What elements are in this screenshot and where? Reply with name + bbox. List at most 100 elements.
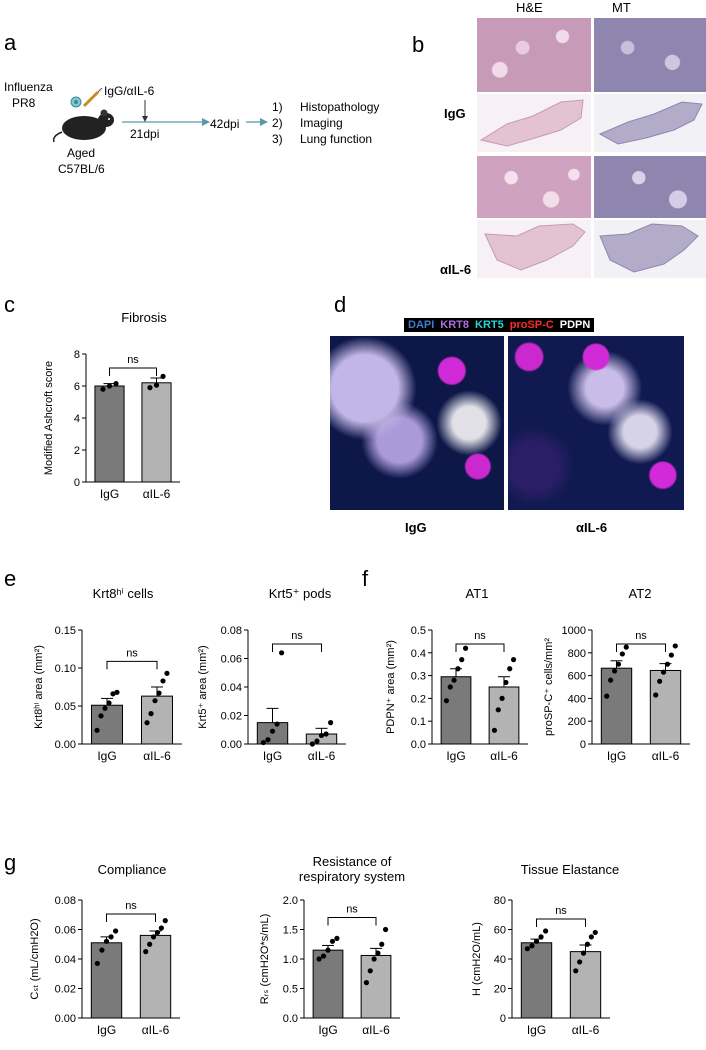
data-point [148,711,154,717]
data-point [538,934,544,940]
data-point [451,677,457,683]
y-tick-label: 0.5 [411,625,426,637]
bar [90,942,123,1019]
chart-title: AT1 [466,586,489,601]
data-point [503,679,509,686]
if-label-igg: IgG [405,520,427,535]
y-tick-label: 0.00 [55,1013,76,1025]
bar [440,676,472,745]
significance-bracket [272,643,322,652]
data-point [371,956,377,962]
at2-chart: AT2 0 200 400 600 800 1000 proSP-C⁺ cells/mm² Ig… [543,586,690,763]
x-tick-label: αIL-6 [143,487,171,501]
row-label-igg: IgG [444,106,466,121]
data-point [162,918,168,924]
data-point [584,941,591,947]
data-point [323,731,329,737]
y-tick-label: 200 [568,716,586,728]
y-tick-label: 0.04 [55,954,76,966]
data-point [615,661,622,667]
significance-label: ns [291,630,303,642]
data-point [106,700,112,706]
data-point [265,737,271,743]
data-point [147,941,153,947]
data-point [447,684,453,690]
data-point [99,947,105,953]
y-tick-label: 800 [568,648,586,660]
bar [141,695,173,745]
data-point [325,947,331,953]
channel-legend: DAPI KRT8 KRT5 proSP-C PDPN [404,318,595,332]
data-point [110,691,116,697]
data-point [316,956,322,962]
significance-label: ns [125,900,137,912]
data-point [573,968,579,974]
data-point [664,661,671,667]
data-point [158,925,164,931]
bar [569,951,602,1019]
data-point [379,941,385,947]
readout-item: 1) Histopathology [272,100,380,114]
bar [488,686,520,745]
data-point [100,386,106,392]
data-point [608,677,614,683]
data-point [164,670,170,676]
significance-label: ns [635,630,647,642]
significance-label: ns [474,630,486,642]
if-image-igg [330,336,504,510]
y-axis-label: Cₛₜ (mL/cmH2O) [29,918,41,999]
data-point [154,929,161,936]
panel-c-letter: c [4,292,15,317]
y-tick-label: 0.06 [221,654,242,666]
data-point [499,695,505,701]
mt-ail6-whole [594,220,706,278]
data-point [160,373,166,379]
significance-label: ns [346,904,358,916]
chart-title: respiratory system [299,869,405,884]
y-axis-label: Modified Ashcroft score [43,361,55,475]
significance-bracket [106,913,156,922]
y-tick-label: 0.02 [221,711,242,723]
y-tick-label: 80 [494,895,506,907]
chart-title: AT2 [629,586,652,601]
panel-d-letter: d [334,292,347,317]
elastance-chart: Tissue Elastance 0 20 40 60 80 H (cmH2O/mL) IgG… [471,862,619,1037]
x-tick-label: αIL-6 [572,1023,600,1037]
y-tick-label: 20 [494,984,506,996]
mouse-label-line1: Aged [67,146,96,160]
data-point [98,713,104,719]
row-label-ail6: αIL-6 [440,262,472,277]
y-axis-label: PDPN⁺ area (mm²) [385,640,397,734]
readout-item: 2) Imaging [272,116,343,130]
y-tick-label: 0.05 [55,701,76,713]
data-point [619,651,625,657]
x-tick-label: IgG [446,749,465,763]
if-image-ail6 [508,336,684,510]
chart-title: Fibrosis [121,310,167,325]
data-point [329,938,336,944]
y-tick-label: 0.15 [55,625,76,637]
significance-label: ns [126,647,138,659]
data-point [94,727,100,733]
y-tick-label: 4 [74,413,80,425]
readout-list: 1) Histopathology 2) Imaging 3) Lung functi… [272,100,379,148]
he-ail6-zoom [477,156,591,218]
virus-label-line1: Influenza [4,80,53,94]
data-point [314,738,320,744]
chart-title: Resistance of [313,856,392,869]
data-point [604,693,610,699]
data-point [152,698,158,704]
chart-title: Compliance [98,862,167,877]
y-tick-label: 0.00 [55,739,76,751]
y-tick-label: 40 [494,954,506,966]
readout-item: 3) Lung function [272,132,373,146]
y-axis-label: Krt5⁺ area (mm²) [197,645,209,728]
x-tick-label: IgG [263,749,282,763]
data-point [668,652,674,658]
significance-bracket [536,918,586,927]
data-point [147,385,153,391]
data-point [144,720,150,726]
data-point [495,707,501,713]
krt5-chart: Krt5⁺ pods 0.00 0.02 0.04 0.06 0.08 Krt5⁺ area… [197,586,346,763]
bar [520,942,553,1019]
